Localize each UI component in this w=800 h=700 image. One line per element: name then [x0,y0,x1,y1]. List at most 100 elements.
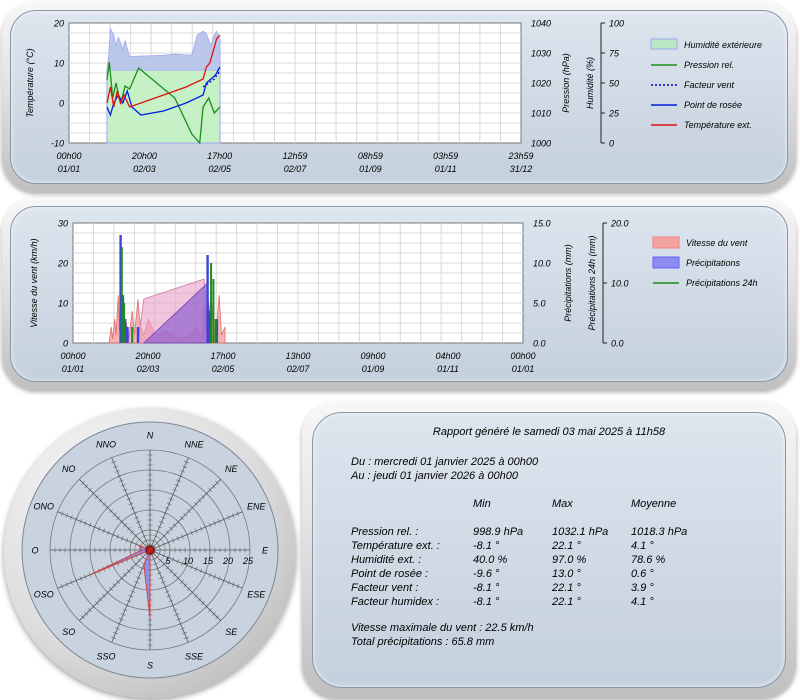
rose-spoke-tick [80,480,85,485]
rose-spoke-tick [183,461,189,464]
precipitation-bar [215,319,219,343]
rose-spoke-tick [118,479,124,482]
precipitation-bar [121,295,125,343]
rose-direction-label: N [147,431,154,441]
y-tick-label-right: 1000 [531,139,551,149]
rose-center-dot [145,545,155,555]
rose-spoke-tick [139,530,145,533]
legend-label: Précipitations [686,258,741,268]
rose-spoke-tick [111,532,115,538]
rose-spoke-tick [84,520,87,526]
report-row-avg: 0.6 ° [631,568,654,580]
y-axis-title-left: Vitesse du vent (km/h) [29,238,39,327]
rose-spoke-tick [176,618,182,621]
rose-spoke-tick [176,536,179,541]
report-header-min: Min [473,498,491,510]
rose-spoke-tick [128,594,134,598]
y-axis-title-right: Précipitations (mm) [563,244,573,322]
rose-spoke-tick [236,583,239,589]
x-tick-label-time: 20h00 [134,351,160,361]
rose-spoke-tick [160,581,166,584]
rose-spoke-tick [120,484,126,487]
rose-spoke-tick [105,505,110,510]
report-row-avg: 4.1 ° [631,540,654,552]
rose-spoke-tick [160,516,166,519]
rose-spoke-tick [162,553,166,559]
rose-spoke-tick [190,564,193,570]
rose-spoke-tick [87,487,92,492]
rose-spoke-tick [121,536,124,541]
report-header-avg: Moyenne [631,498,677,510]
rose-spoke-tick [116,474,122,478]
rose-spoke-tick [167,539,170,545]
report-row-max: 13.0 ° [552,568,581,580]
rose-spoke-tick [204,491,209,496]
precipitation-24h-bar [210,263,213,343]
rose-spoke-tick [120,613,126,616]
rose-spoke-tick [136,576,141,579]
rose-spoke-tick [116,622,122,626]
rose-spoke-tick [133,562,138,567]
rose-spoke-tick [190,505,195,510]
x-tick-label-time: 00h00 [60,351,85,361]
rose-direction-label: SSO [96,652,115,662]
rose-spoke-tick [116,516,121,521]
y-tick-label-left: 20 [53,19,64,29]
rose-spoke-tick [137,558,142,563]
rose-spoke-tick [134,516,140,519]
x-tick-label-date: 02/05 [208,164,232,174]
rose-spoke-tick [109,509,114,514]
wind-rain-chart: 30 20 10 0 15.0 10.0 5.0 0.0 20.0 10.0 0.0 Vitesse … [29,219,758,375]
report-row-avg: 3.9 ° [631,582,654,594]
rose-spoke-tick [236,511,239,517]
rose-spoke-tick [137,571,143,575]
rose-spoke-tick [193,502,198,507]
rose-spoke-tick [165,530,170,535]
rose-spoke-tick [169,569,174,574]
report-panel-bezel: Rapport généré le samedi 03 mai 2025 à 1… [302,402,796,698]
rose-spoke-tick [186,509,191,514]
rose-direction-label: SE [225,627,238,637]
rose-ring-label: 5 [165,556,171,566]
report-row-max: 1032.1 hPa [552,526,609,538]
rose-spoke-tick [65,513,69,519]
y-tick-label-right2: 20.0 [610,219,629,229]
y-tick-label-right2: 75 [609,49,620,59]
rose-spoke-tick [204,524,207,530]
rose-spoke-tick [79,518,82,524]
y-tick-label-left: 10 [54,59,64,69]
rose-spoke-tick [227,580,230,585]
x-tick-label-time: 12h59 [282,151,307,161]
x-tick-label-date: 01/01 [512,364,535,374]
rose-spoke-tick [183,583,188,588]
rose-spoke-tick [126,569,131,574]
rose-spoke-tick [84,484,89,489]
x-tick-label-time: 00h00 [510,351,535,361]
x-tick-label-date: 31/12 [510,164,533,174]
rose-direction-label: E [262,546,269,556]
rose-spoke-tick [88,522,92,528]
legend-label: Précipitations 24h [686,278,758,288]
legend-label: Point de rosée [684,100,742,110]
y-tick-label-left: 0 [59,99,64,109]
report-row-min: -8.1 ° [473,596,500,608]
rose-spoke-tick [113,465,119,469]
rose-spoke-tick [113,631,119,635]
rose-spoke-tick [215,615,220,620]
rose-spoke-tick [126,497,132,501]
legend-swatch [650,38,678,50]
rose-spoke-tick [176,519,181,524]
rose-direction-label: NNE [184,439,204,449]
rose-spoke-tick [208,572,212,578]
rose-spoke-tick [218,576,221,582]
rose-spoke-tick [115,627,120,630]
rose-spoke-tick [91,491,96,496]
x-tick-label-date: 01/09 [362,364,385,374]
precipitation-24h-bar [120,247,123,343]
rose-spoke-tick [208,522,212,528]
y-tick-label-right2: 50 [609,79,619,89]
y-tick-label-right2: 0 [609,139,614,149]
report-period-to: Au : jeudi 01 janvier 2026 à 00h00 [351,470,518,482]
rose-spoke-tick [201,601,206,606]
rose-spoke-tick [181,534,184,540]
